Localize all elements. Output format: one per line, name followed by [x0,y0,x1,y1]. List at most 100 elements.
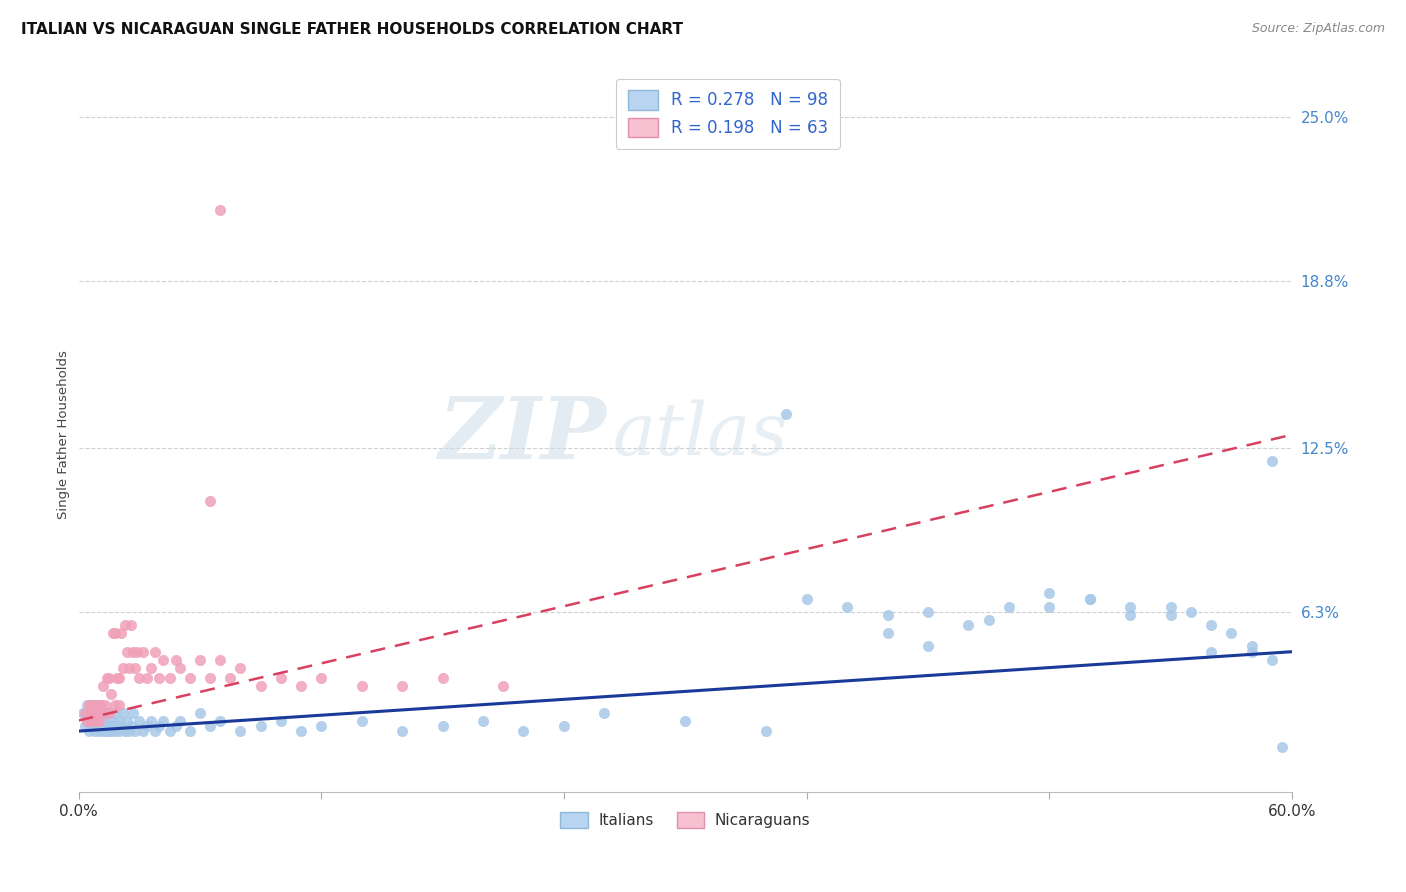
Point [104,724,127,739]
Point [290,679,312,693]
Point [83,706,105,720]
Point [145,724,167,739]
Point [83,714,105,728]
Point [1119,607,1142,622]
Point [512,724,534,739]
Point [1261,653,1284,667]
Point [118,724,141,739]
Point [472,714,495,728]
Point [114,724,136,739]
Point [198,671,221,685]
Point [128,671,150,685]
Point [82,719,104,733]
Point [249,719,271,733]
Point [94,698,117,712]
Point [77,706,100,720]
Point [391,679,413,693]
Point [90,698,112,712]
Point [76,714,98,728]
Point [83,724,105,739]
Point [141,714,163,728]
Point [188,653,211,667]
Point [1271,739,1294,754]
Point [94,706,117,720]
Point [73,706,96,720]
Point [104,698,127,712]
Point [1240,640,1263,654]
Point [100,724,122,739]
Point [229,724,252,739]
Point [77,714,100,728]
Point [219,671,242,685]
Point [124,724,146,739]
Point [179,671,201,685]
Point [127,645,149,659]
Point [492,679,515,693]
Point [82,698,104,712]
Point [159,671,181,685]
Point [270,714,292,728]
Point [73,719,96,733]
Y-axis label: Single Father Households: Single Father Households [58,351,70,519]
Point [86,706,108,720]
Point [1220,626,1243,640]
Point [152,714,174,728]
Point [132,645,155,659]
Point [97,706,120,720]
Point [120,719,142,733]
Point [97,706,120,720]
Point [87,724,110,739]
Point [432,671,454,685]
Legend: Italians, Nicaraguans: Italians, Nicaraguans [554,806,817,834]
Point [148,671,170,685]
Point [1160,607,1182,622]
Point [209,202,232,217]
Point [87,698,110,712]
Point [122,706,145,720]
Point [110,719,132,733]
Point [198,494,221,508]
Point [169,660,191,674]
Point [169,714,191,728]
Point [87,706,110,720]
Point [209,714,232,728]
Point [1180,605,1202,619]
Point [229,660,252,674]
Point [94,724,117,739]
Point [1038,586,1060,600]
Point [76,698,98,712]
Point [91,706,114,720]
Point [290,724,312,739]
Point [755,724,778,739]
Point [1199,618,1222,632]
Point [79,714,101,728]
Point [249,679,271,693]
Text: ZIP: ZIP [439,393,606,476]
Point [90,719,112,733]
Point [96,671,118,685]
Point [83,706,105,720]
Point [96,714,118,728]
Point [876,607,898,622]
Point [86,698,108,712]
Point [104,706,127,720]
Point [100,687,122,701]
Point [72,706,94,720]
Point [97,724,120,739]
Point [1240,645,1263,659]
Point [1038,599,1060,614]
Point [90,706,112,720]
Point [124,660,146,674]
Point [115,645,138,659]
Point [101,719,124,733]
Point [115,714,138,728]
Point [122,645,145,659]
Point [77,698,100,712]
Point [82,714,104,728]
Point [91,679,114,693]
Point [309,719,332,733]
Point [1261,454,1284,468]
Point [1160,599,1182,614]
Point [148,719,170,733]
Point [391,724,413,739]
